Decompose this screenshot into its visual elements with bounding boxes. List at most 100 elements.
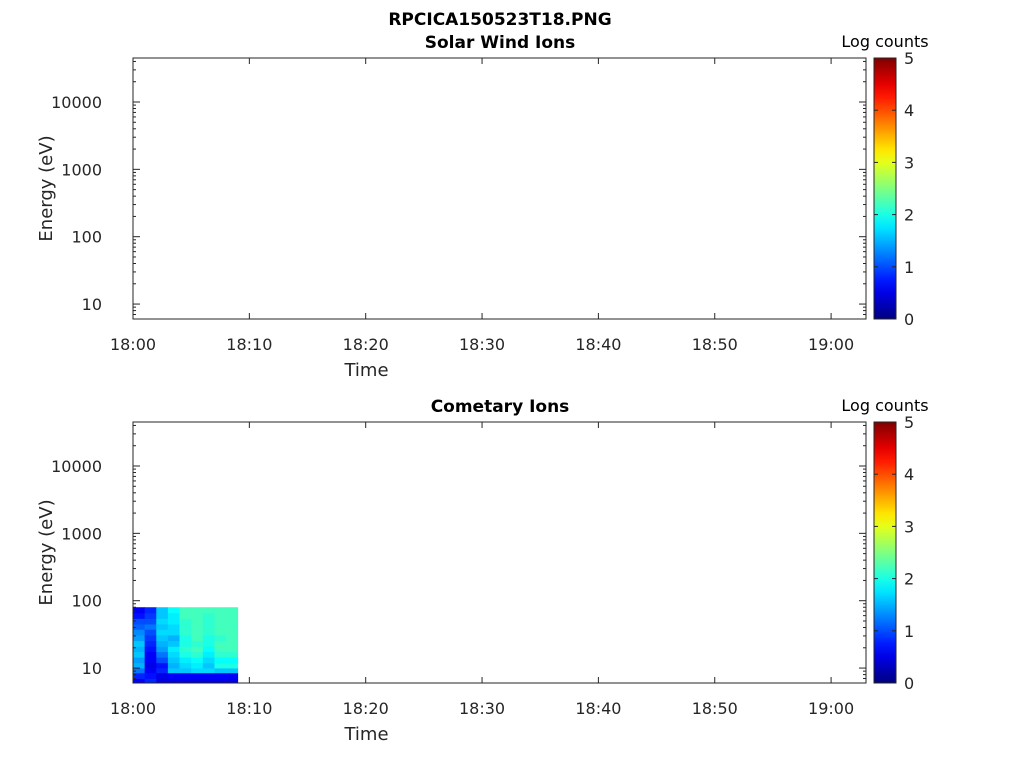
heatmap-cell	[133, 646, 146, 653]
heatmap-cell	[167, 607, 180, 614]
heatmap-cell	[156, 651, 169, 658]
colorbar-tick-label: 0	[904, 674, 914, 693]
heatmap-cell	[202, 662, 215, 669]
y-tick-label: 10000	[51, 93, 102, 112]
chart-panel: 18:00 18:10 18:20 18:30 18:40 18:50 19:0010100…	[36, 396, 929, 745]
heatmap-cell	[226, 629, 239, 636]
heatmap-cell	[202, 678, 215, 684]
colorbar	[873, 57, 897, 320]
heatmap-cell	[144, 662, 157, 669]
heatmap-cell	[214, 668, 227, 674]
heatmap-cell	[214, 640, 227, 647]
x-tick-label: 18:40	[575, 699, 621, 718]
heatmap-cell	[133, 668, 146, 674]
heatmap-cell	[167, 668, 180, 674]
heatmap-cell	[214, 634, 227, 642]
heatmap-cell	[214, 612, 227, 619]
colorbar-tick-label: 4	[904, 465, 914, 484]
heatmap-cell	[179, 662, 192, 669]
heatmap-cell	[179, 612, 192, 619]
x-tick-label: 18:20	[343, 699, 389, 718]
y-tick-label: 1000	[61, 160, 102, 179]
panel-title: Cometary Ions	[431, 397, 570, 417]
heatmap-cell	[179, 629, 192, 636]
heatmap-cell	[179, 640, 192, 647]
y-tick-label: 10	[82, 295, 102, 314]
x-tick-label: 18:10	[226, 699, 272, 718]
heatmap-cell	[179, 672, 192, 679]
x-axis-label: Time	[343, 724, 388, 745]
heatmap-cell	[226, 612, 239, 619]
colorbar-tick-label: 2	[904, 570, 914, 589]
colorbar	[873, 421, 897, 684]
heatmap-cell	[144, 646, 157, 653]
heatmap-cell	[226, 624, 239, 630]
x-tick-label: 18:00	[110, 699, 156, 718]
heatmap-cell	[144, 624, 157, 630]
heatmap-cell	[226, 618, 239, 625]
heatmap-cell	[167, 678, 180, 684]
heatmap-cell	[202, 612, 215, 619]
heatmap-cell	[144, 678, 157, 684]
heatmap-cell	[191, 624, 204, 630]
heatmap-cell	[144, 651, 157, 658]
heatmap-cell	[202, 672, 215, 679]
heatmap-cell	[156, 657, 169, 664]
heatmap-cell	[202, 634, 215, 642]
x-tick-label: 18:30	[459, 335, 505, 354]
heatmap-cell	[156, 612, 169, 619]
y-tick-label: 1000	[61, 524, 102, 543]
heatmap-cell	[179, 607, 192, 614]
heatmap-cell	[133, 640, 146, 647]
heatmap-cell	[144, 657, 157, 664]
colorbar-label: Log counts	[841, 32, 928, 51]
heatmap-cell	[179, 618, 192, 625]
heatmap-cell	[202, 624, 215, 630]
heatmap-cell	[226, 662, 239, 669]
colorbar-tick-label: 0	[904, 310, 914, 329]
heatmap-cell	[202, 629, 215, 636]
heatmap-cell	[191, 672, 204, 679]
heatmap-cell	[191, 651, 204, 658]
colorbar-tick-label: 5	[904, 49, 914, 68]
heatmap-cell	[156, 668, 169, 674]
heatmap-cell	[214, 651, 227, 658]
y-tick-label: 100	[71, 228, 102, 247]
heatmap-cell	[214, 662, 227, 669]
figure-title: RPCICA150523T18.PNG	[388, 10, 611, 30]
heatmap-cell	[133, 672, 146, 679]
heatmap-cell	[133, 624, 146, 630]
x-tick-label: 18:50	[692, 335, 738, 354]
heatmap-cell	[191, 629, 204, 636]
heatmap-cell	[133, 612, 146, 619]
heatmap-cell	[191, 657, 204, 664]
heatmap-cell	[226, 646, 239, 653]
heatmap-cell	[191, 662, 204, 669]
heatmap-cell	[167, 651, 180, 658]
heatmap-cell	[191, 646, 204, 653]
heatmap-cell	[167, 662, 180, 669]
heatmap-cell	[167, 640, 180, 647]
heatmap-cell	[191, 612, 204, 619]
heatmap-cell	[214, 657, 227, 664]
heatmap-cell	[179, 657, 192, 664]
heatmap-cell	[179, 651, 192, 658]
x-axis-label: Time	[343, 360, 388, 381]
heatmap-cell	[156, 662, 169, 669]
chart-panel: 18:00 18:10 18:20 18:30 18:40 18:50 19:0010100…	[36, 32, 929, 381]
heatmap-cell	[214, 678, 227, 684]
colorbar-label: Log counts	[841, 396, 928, 415]
heatmap-cell	[133, 657, 146, 664]
heatmap-cell	[144, 629, 157, 636]
heatmap-cell	[133, 629, 146, 636]
heatmap-cell	[179, 624, 192, 630]
heatmap-cell	[214, 672, 227, 679]
heatmap-cell	[156, 624, 169, 630]
x-tick-label: 19:00	[808, 335, 854, 354]
heatmap-cell	[133, 634, 146, 642]
heatmap-cell	[167, 629, 180, 636]
heatmap-cell	[191, 634, 204, 642]
heatmap-cell	[167, 618, 180, 625]
heatmap-cell	[214, 618, 227, 625]
